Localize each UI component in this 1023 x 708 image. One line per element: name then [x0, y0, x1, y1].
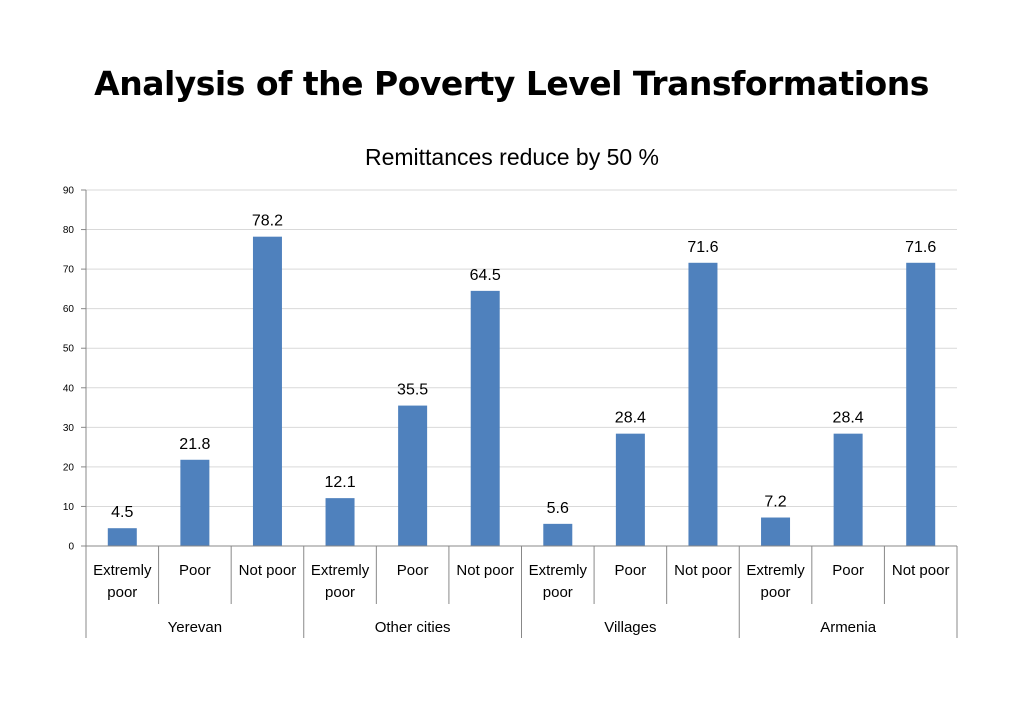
bar [180, 459, 210, 546]
y-tick-label: 10 [63, 502, 75, 513]
data-labels: 4.5 21.8 78.2 12.1 35.5 64.5 5.6 28.4 71.6 7.2 28.… [111, 213, 936, 522]
slide-title: Analysis of the Poverty Level Transforma… [94, 64, 929, 103]
data-label: 64.5 [470, 267, 501, 284]
y-tick-label: 0 [68, 542, 74, 553]
x-tick-label: Poor [832, 562, 864, 579]
gridlines [86, 189, 957, 547]
x-tick-label: Not poor [892, 562, 950, 579]
bar [252, 236, 282, 547]
data-label: 5.6 [547, 500, 569, 517]
group-label: Armenia [820, 619, 877, 636]
y-tick-label: 60 [63, 304, 75, 315]
y-tick-label: 50 [63, 344, 75, 355]
bar [761, 517, 791, 546]
group-label: Yerevan [168, 619, 223, 636]
x-tick-label: Poor [179, 562, 211, 579]
bar [398, 405, 428, 546]
data-label: 71.6 [905, 239, 936, 256]
data-label: 28.4 [833, 410, 864, 427]
data-label: 21.8 [179, 436, 210, 453]
x-tick-label: Extremly poor [311, 562, 370, 601]
group-label: Villages [604, 619, 656, 636]
x-tick-label: Extremly poor [746, 562, 805, 601]
group-label: Other cities [375, 619, 451, 636]
y-tick-label: 70 [63, 265, 75, 276]
y-tick-label: 80 [63, 225, 75, 236]
y-tick-label: 30 [63, 423, 75, 434]
chart-title: Remittances reduce by 50 % [365, 144, 659, 170]
data-label: 78.2 [252, 213, 283, 230]
y-tick-label: 90 [63, 186, 75, 197]
bar [688, 262, 718, 546]
data-label: 35.5 [397, 382, 428, 399]
data-label: 71.6 [687, 239, 718, 256]
x-tick-label: Poor [615, 562, 647, 579]
x-tick-label: Extremly poor [93, 562, 152, 601]
x-tick-label: Not poor [239, 562, 297, 579]
bar [107, 528, 137, 546]
bars [107, 236, 936, 547]
y-tick-label: 40 [63, 383, 75, 394]
bar [833, 433, 863, 546]
x-tick-label: Poor [397, 562, 429, 579]
x-axis: Extremly poor Poor Not poor Extremly poor Poor… [85, 545, 958, 638]
data-label: 7.2 [764, 494, 786, 511]
bar [470, 290, 500, 546]
x-tick-label: Not poor [674, 562, 732, 579]
bar [615, 433, 645, 546]
y-axis: 0 10 20 30 40 50 60 70 80 90 [63, 186, 87, 553]
data-label: 12.1 [324, 474, 355, 491]
bar [906, 262, 936, 546]
x-tick-label: Extremly poor [529, 562, 588, 601]
y-tick-label: 20 [63, 462, 75, 473]
data-label: 28.4 [615, 410, 646, 427]
x-tick-label: Not poor [456, 562, 514, 579]
bar [543, 523, 573, 546]
bar [325, 498, 355, 546]
data-label: 4.5 [111, 504, 133, 521]
